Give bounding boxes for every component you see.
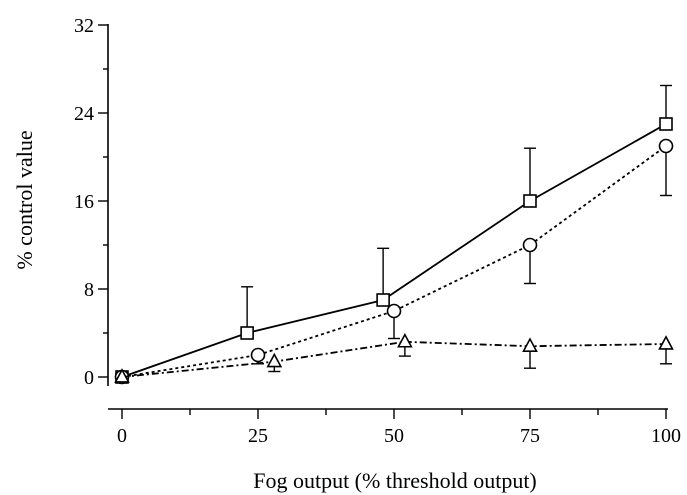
- circle-marker: [386, 303, 402, 319]
- series-line-triangle: [121, 340, 667, 378]
- circle-marker: [522, 237, 538, 253]
- triangle-marker: [114, 368, 130, 383]
- square-marker: [240, 326, 254, 340]
- series-line-circle: [121, 145, 667, 378]
- x-tick-label: 75: [520, 425, 540, 447]
- circle-marker: [658, 138, 674, 154]
- y-tick-label: 8: [84, 279, 94, 301]
- x-tick-label: 50: [384, 425, 404, 447]
- square-marker: [376, 293, 390, 307]
- axes: [107, 24, 668, 410]
- series-circle: [114, 138, 674, 385]
- x-tick-label: 0: [117, 425, 127, 447]
- ticks: [98, 24, 667, 419]
- triangle-marker: [658, 335, 674, 350]
- x-tick-label: 25: [248, 425, 268, 447]
- y-tick-label: 32: [74, 15, 94, 37]
- y-tick-label: 0: [84, 367, 94, 389]
- triangle-marker: [522, 337, 538, 352]
- triangle-marker: [397, 332, 413, 348]
- series-triangle: [114, 332, 674, 383]
- tick-labels: 0 8 16 24 32 0 25 50 75 100: [74, 15, 681, 447]
- x-axis-label: Fog output (% threshold output): [253, 468, 537, 493]
- y-tick-label: 24: [74, 103, 94, 125]
- triangle-marker: [266, 352, 283, 368]
- y-axis-label: % control value: [12, 130, 37, 269]
- square-marker: [659, 117, 673, 131]
- series-layer: [114, 84, 674, 385]
- square-marker: [523, 194, 537, 208]
- x-tick-label: 100: [651, 425, 681, 447]
- y-tick-label: 16: [74, 191, 94, 213]
- circle-marker: [250, 347, 266, 363]
